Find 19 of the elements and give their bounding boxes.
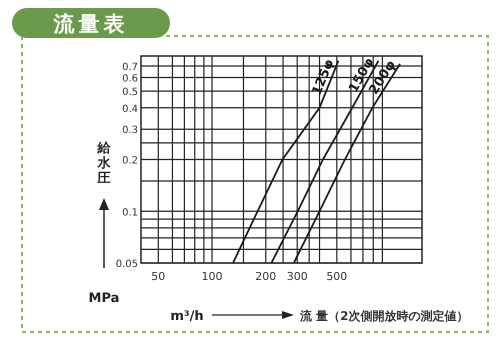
y-tick-label: 0.1: [122, 207, 138, 218]
x-tick-label: 500: [326, 270, 348, 283]
chart-title: 流量表: [52, 12, 128, 36]
text: MPa: [88, 291, 120, 306]
y-tick-label: 0.6: [122, 73, 138, 84]
x-tick-label: 50: [151, 270, 166, 283]
y-tick-label: 0.05: [116, 259, 138, 270]
title: 流量表: [12, 8, 170, 38]
x-tick-label: 100: [202, 270, 223, 283]
x-axis-title: 流 量（2次側開放時の測定値）: [299, 309, 469, 323]
y-tick-label: 0.2: [122, 156, 138, 166]
y-tick-label: 0.7: [122, 62, 138, 73]
y-axis-title: 給水圧: [96, 141, 112, 186]
y-tick-label: 0.4: [122, 104, 138, 115]
y-tick-label: 0.5: [122, 87, 138, 98]
y-tick-label: 0.3: [122, 125, 138, 136]
x-tick-label: 300: [286, 270, 308, 283]
x-tick-label: 200: [255, 270, 276, 283]
text: m³/h: [170, 309, 204, 324]
